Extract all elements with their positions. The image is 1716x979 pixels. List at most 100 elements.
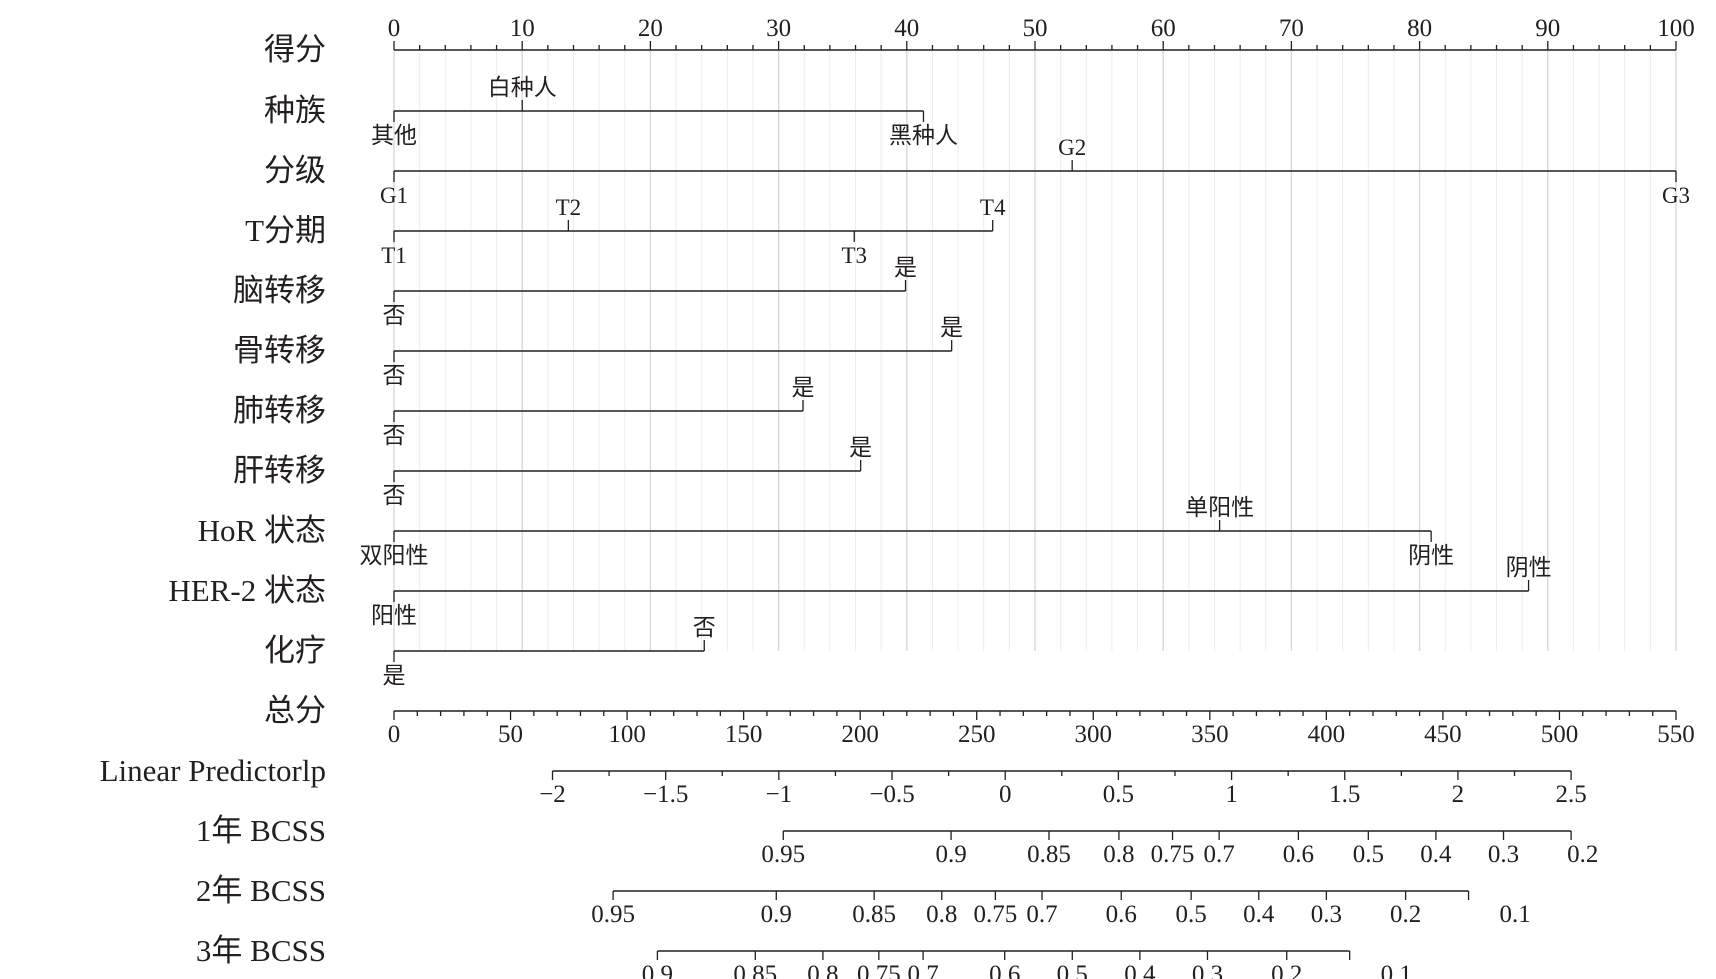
tick-label: 550 (1657, 721, 1695, 748)
tick-label: 60 (1151, 15, 1176, 42)
level-label: T4 (980, 195, 1006, 220)
tick-label: 40 (894, 15, 919, 42)
tick-label: 0.3 (1192, 961, 1223, 979)
level-label: 否 (383, 423, 406, 448)
tick-label: 0.7 (1026, 901, 1057, 928)
tick-label: 300 (1075, 721, 1113, 748)
tick-label: 0.6 (1106, 901, 1137, 928)
tick-label: 0.8 (807, 961, 838, 979)
level-label: G2 (1058, 135, 1086, 160)
tick-label: 0.1 (1381, 961, 1412, 979)
row-0: 得分 0 10 20 30 40 50 60 70 80 90 100 (264, 15, 1695, 67)
row-label: HER-2 状态 (168, 573, 326, 608)
row-label: 化疗 (264, 633, 326, 668)
tick-label: −0.5 (869, 781, 914, 808)
row-label: 1年 BCSS (196, 813, 326, 848)
level-label: 其他 (371, 123, 417, 148)
tick-label: 0.5 (1057, 961, 1088, 979)
tick-label: 20 (638, 15, 663, 42)
tick-label: −2 (539, 781, 566, 808)
level-label: 黑种人 (889, 123, 958, 148)
row-10: 化疗是 否 (264, 615, 716, 688)
row-3: T分期 T1 T2 T3 T4 (245, 195, 1006, 268)
level-label: 阴性 (1506, 555, 1552, 580)
tick-label: 50 (1023, 15, 1048, 42)
level-label: 是 (791, 375, 814, 400)
tick-label: 250 (958, 721, 996, 748)
row-label: T分期 (245, 213, 326, 248)
tick-label: 70 (1279, 15, 1304, 42)
tick-label: 0.9 (761, 901, 792, 928)
tick-label: 0.5 (1353, 841, 1384, 868)
tick-label: 0 (388, 15, 401, 42)
tick-label: −1 (766, 781, 793, 808)
tick-label: 0.4 (1243, 901, 1275, 928)
row-12: Linear Predictorlp −2 −1.5 −1 −0.5 0 0.5 1 1.5 2 2… (100, 753, 1587, 808)
tick-label: 2.5 (1555, 781, 1586, 808)
row-label: 脑转移 (233, 273, 326, 308)
level-label: 阴性 (1408, 543, 1454, 568)
tick-label: 0.95 (761, 841, 805, 868)
tick-label: 0.1 (1500, 901, 1531, 928)
row-15: 3年 BCSS 0.9 0.85 0.8 0.75 0.7 0.6 0.5 0.4 0.3 0.2 0… (196, 933, 1412, 979)
tick-label: 350 (1191, 721, 1229, 748)
row-label: 种族 (264, 93, 326, 128)
tick-label: 80 (1407, 15, 1432, 42)
tick-label: 0.2 (1390, 901, 1421, 928)
tick-label: 0.4 (1420, 841, 1452, 868)
tick-label: 0.8 (926, 901, 957, 928)
tick-label: 0.6 (989, 961, 1020, 979)
tick-label: 0.2 (1271, 961, 1302, 979)
level-label: 是 (940, 315, 963, 340)
tick-label: 10 (510, 15, 535, 42)
level-label: 否 (383, 483, 406, 508)
level-label: G1 (380, 183, 408, 208)
tick-label: 0.75 (1151, 841, 1195, 868)
tick-label: 0.2 (1567, 841, 1598, 868)
level-label: T1 (381, 243, 407, 268)
level-label: 否 (383, 303, 406, 328)
tick-label: 90 (1535, 15, 1560, 42)
row-14: 2年 BCSS 0.95 0.9 0.85 0.8 0.75 0.7 0.6 0.5 0.4 0.3… (196, 873, 1531, 928)
level-label: 双阳性 (360, 543, 429, 568)
tick-label: 0.8 (1103, 841, 1134, 868)
tick-label: 0.7 (907, 961, 938, 979)
level-label: 是 (849, 435, 872, 460)
tick-label: 0.85 (852, 901, 896, 928)
tick-label: 500 (1541, 721, 1579, 748)
level-label: 阳性 (371, 603, 417, 628)
tick-label: 2 (1452, 781, 1465, 808)
row-label: 2年 BCSS (196, 873, 326, 908)
row-13: 1年 BCSS 0.95 0.9 0.85 0.8 0.75 0.7 0.6 0.5 0.4 0.3… (196, 813, 1598, 868)
level-label: T2 (556, 195, 582, 220)
level-label: T3 (841, 243, 867, 268)
tick-label: 0.85 (1027, 841, 1071, 868)
tick-label: 0.3 (1311, 901, 1342, 928)
tick-label: 100 (608, 721, 646, 748)
tick-label: 0.95 (591, 901, 635, 928)
tick-label: 0.5 (1103, 781, 1134, 808)
tick-label: 100 (1657, 15, 1695, 42)
row-label: 肝转移 (233, 453, 326, 488)
tick-label: 0.6 (1283, 841, 1314, 868)
tick-label: 0.4 (1124, 961, 1156, 979)
level-label: 是 (894, 255, 917, 280)
level-label: 白种人 (488, 75, 557, 100)
level-label: 是 (383, 663, 406, 688)
row-label: 骨转移 (233, 333, 326, 368)
tick-label: 30 (766, 15, 791, 42)
tick-label: 0 (999, 781, 1012, 808)
tick-label: 0.7 (1204, 841, 1235, 868)
row-label: 分级 (264, 153, 326, 188)
row-label: 3年 BCSS (196, 933, 326, 968)
tick-label: 0.3 (1488, 841, 1519, 868)
tick-label: 450 (1424, 721, 1462, 748)
tick-label: 50 (498, 721, 523, 748)
tick-label: 400 (1308, 721, 1346, 748)
tick-label: 0.85 (733, 961, 777, 979)
level-label: 单阳性 (1185, 495, 1254, 520)
